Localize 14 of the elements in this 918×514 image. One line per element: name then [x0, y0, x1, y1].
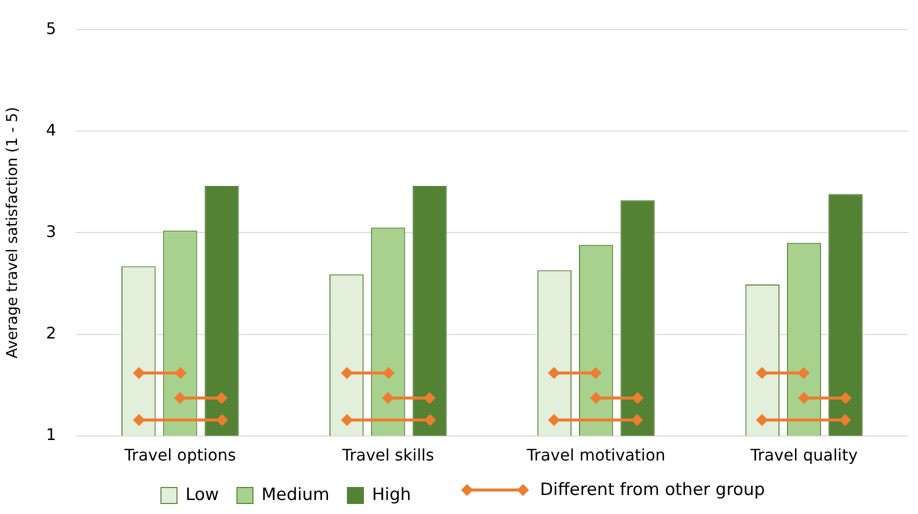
x-tick-label: Travel quality — [749, 446, 858, 465]
y-tick-label: 2 — [46, 323, 56, 342]
legend-label: High — [372, 484, 412, 505]
y-tick-label: 1 — [46, 424, 56, 444]
y-tick-label: 3 — [46, 222, 56, 241]
x-tick-label: Travel options — [123, 446, 236, 465]
x-tick-label: Travel skills — [341, 446, 434, 465]
text: Different from other group — [540, 480, 765, 500]
x-tick-label: Travel motivation — [526, 446, 666, 465]
y-tick-label: 5 — [46, 18, 56, 38]
legend-label: Low — [185, 484, 220, 505]
y-axis-title: Average travel satisfaction (1 - 5) — [2, 106, 21, 358]
y-tick-label: 4 — [46, 120, 56, 140]
legend-label: Medium — [261, 484, 330, 505]
